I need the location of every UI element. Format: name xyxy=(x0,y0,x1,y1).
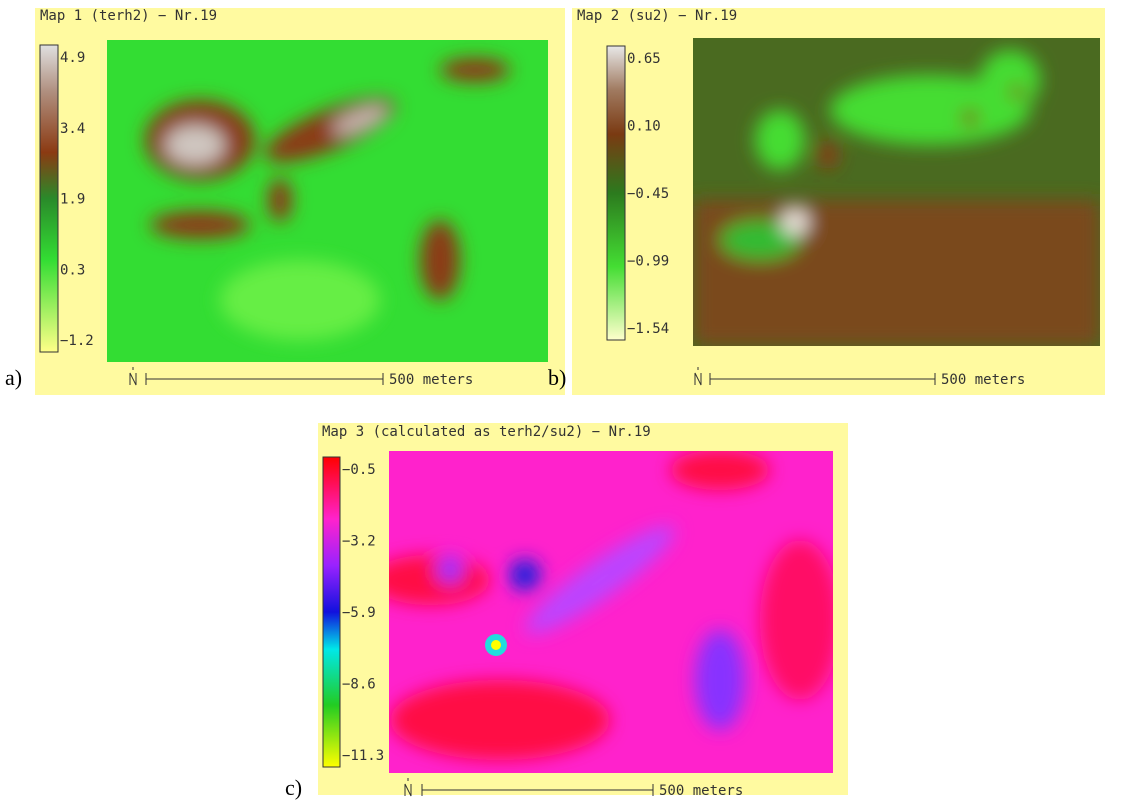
figure: Map 1 (terh2) − Nr.19 4.9 3.4 1.9 0.3 −1.2 500… xyxy=(0,0,1129,803)
colorbar-tick-label: 0.65 xyxy=(627,51,661,67)
colorbar-tick-label: −1.2 xyxy=(60,333,94,349)
scale-label: 500 meters xyxy=(941,372,1025,388)
panel-title: Map 1 (terh2) − Nr.19 xyxy=(40,8,217,24)
map-image xyxy=(370,450,840,773)
colorbar-tick-label: 4.9 xyxy=(60,50,85,66)
colorbar xyxy=(40,45,58,352)
colorbar-tick-label: 0.3 xyxy=(60,262,85,278)
map-image xyxy=(693,38,1100,346)
colorbar-tick-label: −0.45 xyxy=(627,186,669,202)
panel-title: Map 2 (su2) − Nr.19 xyxy=(577,8,737,24)
panel-label: b) xyxy=(548,365,566,390)
colorbar-tick-label: −8.6 xyxy=(342,677,376,693)
colorbar xyxy=(323,457,340,767)
panel-title: Map 3 (calculated as terh2/su2) − Nr.19 xyxy=(322,424,651,440)
panel-label: c) xyxy=(285,775,302,800)
colorbar-tick-label: 3.4 xyxy=(60,121,85,137)
colorbar xyxy=(607,46,625,340)
colorbar-tick-label: −5.9 xyxy=(342,605,376,621)
scale-label: 500 meters xyxy=(659,783,743,799)
colorbar-tick-label: −0.99 xyxy=(627,254,669,270)
panel-label: a) xyxy=(5,365,22,390)
colorbar-tick-label: −11.3 xyxy=(342,748,384,764)
colorbar-tick-label: 1.9 xyxy=(60,192,85,208)
colorbar-tick-label: −3.2 xyxy=(342,534,376,550)
colorbar-tick-label: −1.54 xyxy=(627,321,669,337)
colorbar-tick-label: −0.5 xyxy=(342,462,376,478)
colorbar-tick-label: 0.10 xyxy=(627,119,661,135)
scale-label: 500 meters xyxy=(389,372,473,388)
map-image xyxy=(107,40,548,362)
